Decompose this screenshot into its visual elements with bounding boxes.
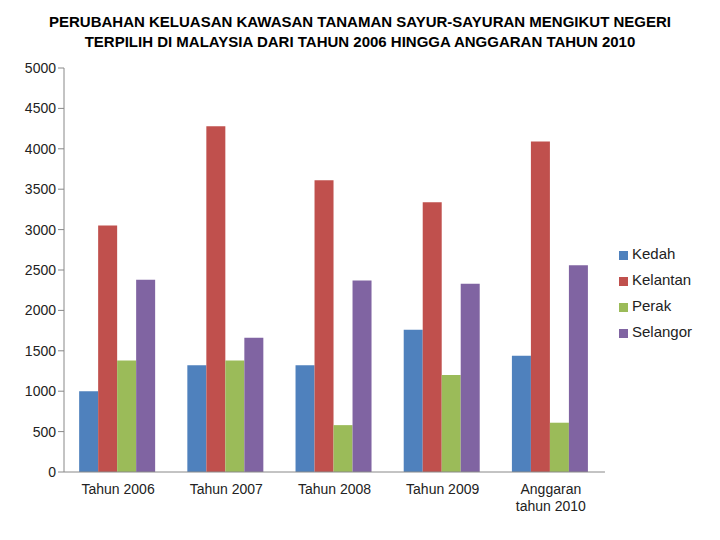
html-text:PERUBAHAN KELUASAN KAWASAN TAN: PERUBAHAN KELUASAN KAWASAN TANAMAN SAYUR… xyxy=(49,13,671,50)
svg-text:2500: 2500 xyxy=(25,262,56,278)
svg-text:Tahun 2009: Tahun 2009 xyxy=(406,481,479,497)
svg-text:Tahun 2008: Tahun 2008 xyxy=(298,481,371,497)
svg-text:4500: 4500 xyxy=(25,100,56,116)
svg-text:4000: 4000 xyxy=(25,141,56,157)
svg-text:3500: 3500 xyxy=(25,181,56,197)
html-text:Kedah: Kedah xyxy=(632,245,676,262)
svg-text:Anggarantahun 2010: Anggarantahun 2010 xyxy=(516,481,586,514)
html-text:Kelantan: Kelantan xyxy=(632,271,692,288)
svg-text:5000: 5000 xyxy=(25,60,56,76)
html-text:Selangor: Selangor xyxy=(632,323,692,340)
html-text:Perak: Perak xyxy=(632,297,672,314)
svg-text:Tahun 2007: Tahun 2007 xyxy=(190,481,263,497)
svg-text:Tahun 2006: Tahun 2006 xyxy=(82,481,155,497)
svg-text:3000: 3000 xyxy=(25,222,56,238)
svg-text:1500: 1500 xyxy=(25,343,56,359)
svg-text:500: 500 xyxy=(33,424,57,440)
svg-text:0: 0 xyxy=(48,464,56,480)
svg-text:2000: 2000 xyxy=(25,302,56,318)
svg-text:1000: 1000 xyxy=(25,383,56,399)
